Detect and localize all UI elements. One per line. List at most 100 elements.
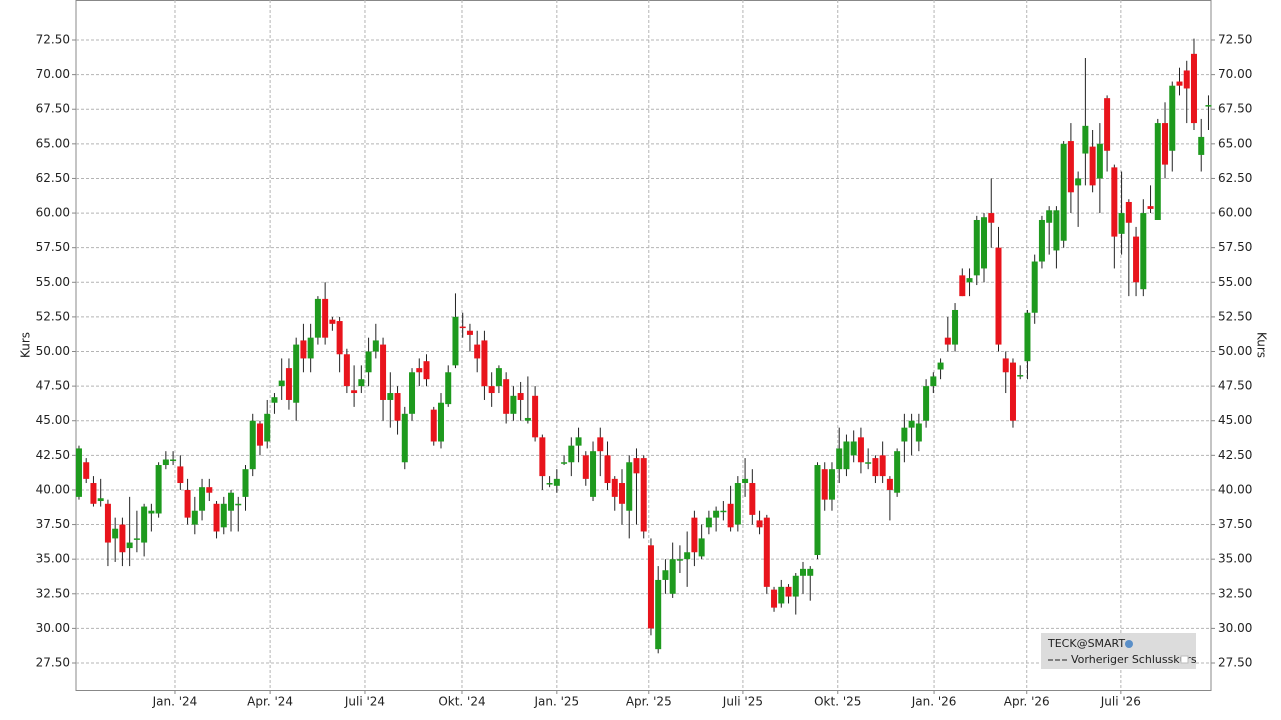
candle-body <box>937 362 944 370</box>
candle-body <box>959 275 966 297</box>
candle-body <box>1133 236 1140 283</box>
candle-body <box>568 445 575 463</box>
candle-body <box>800 568 807 576</box>
candle-body <box>923 386 930 421</box>
candle-body <box>698 538 705 557</box>
candle-body <box>720 510 727 513</box>
y2-tick-label: 32.50 <box>1218 586 1252 600</box>
candle-body <box>966 278 973 283</box>
candle-body <box>633 458 640 474</box>
candle-body <box>343 354 350 387</box>
y2-tick-label: 62.50 <box>1218 171 1252 185</box>
candle-body <box>872 458 879 477</box>
candle-body <box>1118 213 1125 234</box>
y-tick-label: 72.50 <box>36 33 70 47</box>
candle-body <box>445 372 452 405</box>
candle-body <box>742 478 749 484</box>
candle-body <box>886 478 893 490</box>
y-tick-label: 45.00 <box>36 413 70 427</box>
y2-axis-title: Kurs <box>1255 332 1269 358</box>
candle-body <box>546 483 553 485</box>
candle-body <box>814 465 821 556</box>
x-tick-label: Jan. '26 <box>911 695 957 709</box>
x-tick-label: Juli '25 <box>722 695 763 709</box>
candle-body <box>894 451 901 493</box>
y2-tick-label: 35.00 <box>1218 552 1252 566</box>
candle-body <box>1046 210 1053 223</box>
candle-body <box>524 417 531 421</box>
candle-body <box>1190 53 1197 124</box>
candle-body <box>199 487 206 511</box>
candle-body <box>944 337 951 345</box>
y-tick-label: 52.50 <box>36 309 70 323</box>
candle-body <box>930 376 937 387</box>
y2-tick-label: 65.00 <box>1218 136 1252 150</box>
y2-tick-label: 27.50 <box>1218 656 1252 670</box>
y2-tick-label: 47.50 <box>1218 379 1252 393</box>
candle-body <box>278 380 285 387</box>
candle-body <box>307 337 314 359</box>
y-tick-label: 37.50 <box>36 517 70 531</box>
x-tick-label: Juli '24 <box>344 695 385 709</box>
candle-body <box>191 510 198 525</box>
candle-body <box>184 489 191 518</box>
candle-body <box>170 459 177 461</box>
legend-icon <box>1125 640 1133 648</box>
candle-body <box>380 344 387 400</box>
candle-body <box>75 448 82 497</box>
candle-body <box>329 319 336 324</box>
y-tick-label: 40.00 <box>36 482 70 496</box>
candle-body <box>495 368 502 387</box>
candle-body <box>611 478 618 497</box>
candle-body <box>1147 206 1154 209</box>
candle-body <box>785 586 792 597</box>
candle-body <box>264 413 271 442</box>
candle-body <box>83 462 90 479</box>
candle-body <box>1162 123 1169 165</box>
candle-body <box>1198 136 1205 155</box>
candle-body <box>981 217 988 269</box>
y-tick-label: 55.00 <box>36 275 70 289</box>
candle-body <box>1038 219 1045 262</box>
candle-body <box>1082 125 1089 154</box>
legend-checkbox[interactable] <box>1180 655 1189 664</box>
candle-body <box>112 528 119 539</box>
candle-body <box>148 510 155 514</box>
candle-body <box>684 552 691 560</box>
candle-body <box>647 545 654 629</box>
candle-body <box>104 503 111 543</box>
candle-body <box>401 413 408 463</box>
candle-body <box>351 390 358 394</box>
candle-body <box>1140 213 1147 290</box>
candle-body <box>474 344 481 359</box>
y-tick-label: 27.50 <box>36 656 70 670</box>
x-tick-label: Jan. '24 <box>152 695 198 709</box>
candle-body <box>763 517 770 587</box>
candle-body <box>90 483 97 504</box>
candle-body <box>177 466 184 484</box>
legend-label: Vorheriger Schlusskurs <box>1071 653 1197 666</box>
legend-label: TECK@SMART <box>1047 637 1125 650</box>
candle-body <box>879 455 886 477</box>
candle-body <box>242 469 249 497</box>
candle-body <box>1183 70 1190 89</box>
legend <box>1041 633 1196 669</box>
y2-tick-label: 37.50 <box>1218 517 1252 531</box>
candle-body <box>517 393 524 400</box>
candle-body <box>416 368 423 373</box>
candle-body <box>409 372 416 414</box>
y-tick-label: 30.00 <box>36 621 70 635</box>
y2-tick-label: 57.50 <box>1218 240 1252 254</box>
x-tick-label: Jan. '25 <box>533 695 579 709</box>
candle-body <box>365 351 372 373</box>
candle-body <box>532 395 539 438</box>
candle-body <box>206 487 213 493</box>
candle-body <box>539 437 546 477</box>
y2-tick-label: 60.00 <box>1218 206 1252 220</box>
y-tick-label: 67.50 <box>36 102 70 116</box>
y2-tick-label: 52.50 <box>1218 309 1252 323</box>
candle-body <box>691 517 698 553</box>
y2-tick-label: 67.50 <box>1218 102 1252 116</box>
candle-body <box>249 420 256 470</box>
candles <box>75 38 1212 654</box>
